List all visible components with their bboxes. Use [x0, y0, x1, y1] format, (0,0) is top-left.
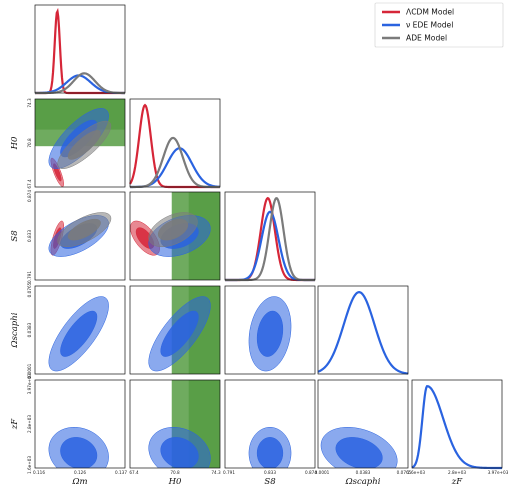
panel-frame-s8-omega_m: [34, 191, 126, 281]
x-tick-omega_m: 0.137: [115, 470, 127, 475]
axis-labels-layer: Ωm H0 S8 Ωscaphi zF H0 S8 Ωscaphi zF: [10, 136, 463, 487]
contour-panel-s8-vs-omega_m: [48, 212, 112, 257]
tick-labels-layer: 0.116 0.126 0.137 67.4 70.8 74.3 0.791 0.833 0.8…: [27, 98, 508, 475]
panel-frame-z_f-omega_m: [34, 379, 126, 469]
marginal-omega_m-series-0: [35, 7, 125, 95]
y-axis-label-z_f: zF: [10, 418, 20, 430]
panel-frame-z_f-h0: [129, 379, 221, 469]
marginal-omega_scaphi-series-1: [317, 291, 409, 375]
contour-1sigma-series-2: [67, 130, 101, 160]
panel-frame-omega_scaphi-omega_scaphi: [317, 285, 409, 375]
contour-panel-s8-vs-h0: [130, 212, 211, 257]
contour-panel-omega_scaphi-vs-omega_m: [48, 296, 109, 372]
contour-1sigma-series-2: [157, 218, 189, 241]
panel-frame-s8-h0: [129, 191, 221, 281]
y-axis-label-h0: H0: [10, 136, 20, 150]
y-tick-omega_scaphi: 0.0001: [27, 363, 32, 378]
panel-frame-omega_scaphi-h0: [129, 285, 221, 375]
panel-frames: [34, 4, 503, 469]
y-tick-h0: 70.8: [27, 138, 32, 148]
marginal-s8-series-0: [225, 196, 315, 282]
contour-layer: [48, 108, 398, 468]
x-axis-label-z_f: zF: [451, 477, 463, 487]
marginal-curves-layer: [34, 7, 502, 470]
x-axis-label-h0: H0: [168, 477, 182, 487]
marginal-z_f-series-1: [411, 385, 502, 470]
x-axis-label-omega_scaphi: Ωscaphi: [345, 477, 381, 487]
marginal-h0-series-2: [130, 136, 220, 189]
y-tick-s8: 0.833: [27, 230, 32, 242]
contour-1sigma-series-1: [60, 310, 98, 357]
legend-label-lcdm: ΛCDM Model: [406, 8, 454, 17]
panel-frame-omega_m-omega_m: [34, 4, 126, 94]
contour-panel-z_f-vs-omega_scaphi: [320, 427, 398, 468]
x-tick-s8: 0.791: [223, 470, 235, 475]
x-tick-omega_scaphi: 0.0001: [315, 470, 330, 475]
legend-label-nu-ede: ν EDE Model: [406, 21, 453, 30]
x-tick-omega_m: 0.116: [33, 470, 45, 475]
legend-frame: [374, 2, 504, 48]
marginal-omega_m-series-1: [34, 74, 125, 95]
legend: ΛCDM Model ν EDE Model ADE Model: [374, 2, 504, 48]
y-tick-omega_scaphi: 0.0765: [27, 282, 32, 297]
contour-panel-z_f-vs-h0: [148, 427, 211, 468]
contour-panel-z_f-vs-s8: [248, 427, 292, 468]
x-tick-s8: 0.833: [264, 470, 276, 475]
panel-frame-h0-omega_m: [34, 98, 126, 188]
x-axis-label-omega_m: Ωm: [71, 477, 87, 487]
contour-panel-omega_scaphi-vs-h0: [148, 296, 211, 372]
contour-1sigma-series-1: [256, 437, 284, 468]
x-tick-omega_scaphi: 0.0383: [356, 470, 371, 475]
contour-panel-h0-vs-omega_m: [48, 108, 112, 187]
y-axis-label-omega_scaphi: Ωscaphi: [10, 312, 20, 348]
x-tick-omega_m: 0.126: [74, 470, 86, 475]
contour-panel-z_f-vs-omega_m: [48, 427, 109, 468]
x-tick-h0: 70.8: [170, 470, 180, 475]
legend-label-ade: ADE Model: [406, 34, 447, 43]
panel-frame-omega_scaphi-s8: [224, 285, 316, 375]
x-axis-label-s8: S8: [264, 477, 276, 487]
y-tick-h0: 67.4: [27, 179, 32, 189]
panel-frame-omega_scaphi-omega_m: [34, 285, 126, 375]
x-tick-z_f: 3.97e+03: [488, 470, 508, 475]
panel-frame-h0-h0: [129, 98, 221, 188]
contour-1sigma-series-1: [160, 310, 199, 357]
marginal-h0-series-0: [129, 103, 220, 189]
contour-panel-omega_scaphi-vs-s8: [248, 296, 292, 372]
contour-1sigma-series-1: [256, 310, 284, 357]
panel-frame-z_f-z_f: [411, 379, 503, 469]
marginal-h0-series-1: [129, 147, 221, 189]
marginal-s8-series-2: [225, 197, 315, 282]
x-tick-omega_scaphi: 0.0765: [397, 470, 412, 475]
contour-1sigma-series-1: [160, 437, 199, 468]
panel-frame-z_f-omega_scaphi: [317, 379, 409, 469]
y-tick-s8: 0.791: [27, 271, 32, 283]
x-tick-z_f: 1.6e+03: [407, 470, 425, 475]
y-tick-h0: 74.3: [27, 98, 32, 108]
contour-1sigma-series-1: [335, 437, 383, 468]
y-tick-omega_scaphi: 0.0383: [27, 322, 32, 337]
y-tick-z_f: 3.97e+03: [27, 373, 32, 394]
y-axis-label-s8: S8: [10, 230, 20, 242]
x-tick-h0: 74.3: [211, 470, 221, 475]
x-tick-z_f: 2.8e+03: [448, 470, 466, 475]
contour-1sigma-series-2: [67, 218, 101, 241]
panel-frame-z_f-s8: [224, 379, 316, 469]
y-tick-z_f: 1.6e+03: [27, 456, 32, 474]
panel-frame-s8-s8: [224, 191, 316, 281]
y-tick-s8: 0.874: [27, 190, 32, 202]
x-tick-s8: 0.874: [305, 470, 317, 475]
y-tick-z_f: 2.8e+03: [27, 415, 32, 433]
x-tick-h0: 67.4: [129, 470, 139, 475]
